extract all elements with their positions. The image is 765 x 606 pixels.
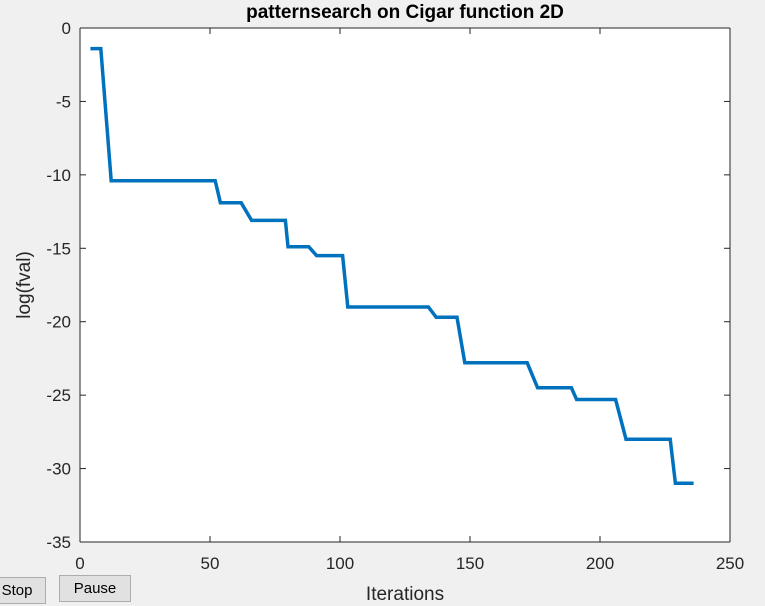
chart-title: patternsearch on Cigar function 2D bbox=[246, 2, 564, 23]
series bbox=[90, 46, 694, 486]
x-tick-label: 150 bbox=[456, 554, 484, 573]
plot-area bbox=[80, 28, 730, 542]
x-tick-label: 100 bbox=[326, 554, 354, 573]
y-tick-label: -35 bbox=[46, 533, 71, 552]
x-tick-label: 50 bbox=[201, 554, 220, 573]
x-tick-label: 200 bbox=[586, 554, 614, 573]
pause-button[interactable]: Pause bbox=[59, 575, 131, 602]
x-axis-label: Iterations bbox=[366, 584, 444, 605]
y-tick-label: -20 bbox=[46, 313, 71, 332]
stop-button[interactable]: Stop bbox=[0, 577, 46, 604]
y-ticks: 0 -5 -10 -15 -20 -25 -30 -35 bbox=[46, 19, 730, 552]
series-line bbox=[90, 46, 694, 486]
x-tick-label: 0 bbox=[75, 554, 84, 573]
y-tick-label: -30 bbox=[46, 460, 71, 479]
y-tick-label: -5 bbox=[56, 92, 71, 111]
y-tick-label: -15 bbox=[46, 239, 71, 258]
y-axis-label: log(fval) bbox=[14, 251, 35, 319]
y-tick-label: 0 bbox=[62, 19, 71, 38]
y-tick-label: -25 bbox=[46, 386, 71, 405]
x-ticks: 0 50 100 150 200 250 bbox=[75, 28, 744, 573]
y-tick-label: -10 bbox=[46, 166, 71, 185]
axes bbox=[79, 27, 731, 543]
x-tick-label: 250 bbox=[716, 554, 744, 573]
